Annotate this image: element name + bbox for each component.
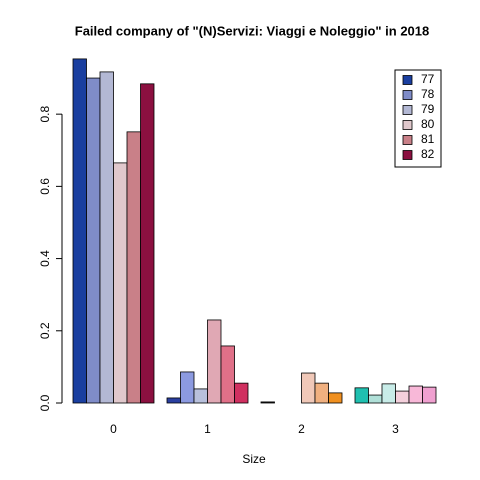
y-tick-label: 0.6: [38, 178, 52, 195]
bar: [72, 58, 87, 404]
bar: [422, 386, 437, 404]
bar: [260, 401, 275, 404]
y-tick-label: 0.4: [38, 250, 52, 267]
bar: [381, 383, 396, 404]
legend-label: 77: [421, 72, 435, 86]
legend-swatch: [402, 150, 413, 160]
y-tick-label: 0.0: [38, 394, 52, 411]
legend-swatch: [402, 75, 413, 85]
bar: [113, 162, 128, 404]
bar: [314, 382, 329, 404]
x-tick-label: 1: [204, 422, 211, 436]
bar: [395, 390, 410, 404]
legend-label: 80: [421, 117, 435, 131]
bar: [193, 388, 208, 404]
bar: [220, 345, 235, 404]
legend-label: 79: [421, 102, 435, 116]
bar: [180, 371, 195, 404]
bar: [207, 319, 222, 404]
bar: [368, 394, 383, 404]
legend-swatch: [402, 90, 413, 100]
legend-swatch: [402, 135, 413, 145]
bar: [328, 392, 343, 404]
bar: [86, 77, 101, 404]
bar: [354, 387, 369, 404]
bar: [99, 71, 114, 404]
y-tick-label: 0.8: [38, 105, 52, 122]
legend-label: 81: [421, 132, 435, 146]
bar: [126, 131, 141, 404]
legend-swatch: [402, 105, 413, 115]
bar: [234, 382, 249, 404]
legend-label: 82: [421, 147, 435, 161]
bar: [301, 372, 316, 404]
bar: [408, 385, 423, 404]
x-tick-label: 3: [392, 422, 399, 436]
x-axis-label: Size: [242, 452, 266, 466]
x-tick-label: 2: [298, 422, 305, 436]
legend-label: 78: [421, 87, 435, 101]
bar: [166, 397, 181, 404]
legend-swatch: [402, 120, 413, 130]
y-tick-label: 0.2: [38, 322, 52, 339]
bar: [140, 83, 155, 404]
x-tick-label: 0: [110, 422, 117, 436]
chart-title: Failed company of "(N)Servizi: Viaggi e …: [75, 23, 430, 38]
